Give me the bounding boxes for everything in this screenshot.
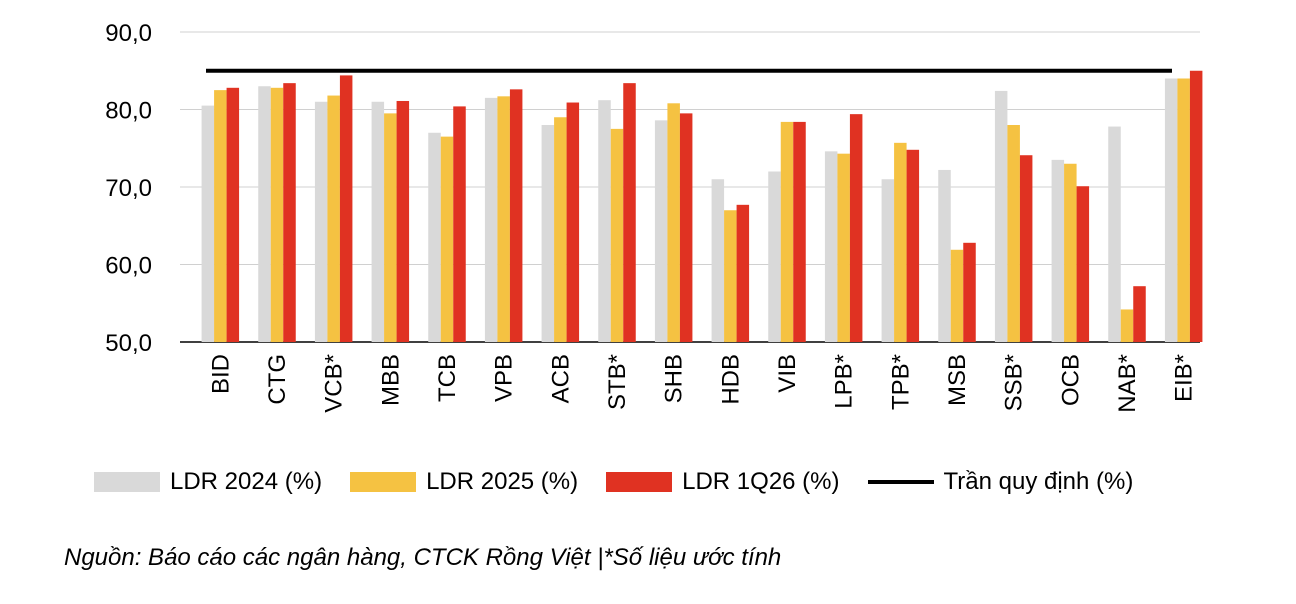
x-tick-label: CTG xyxy=(264,354,291,405)
bar-hdb-0 xyxy=(711,179,725,342)
x-tick-label: VIB xyxy=(774,354,801,393)
bar-msb-1 xyxy=(950,249,964,342)
bar-lpb-0 xyxy=(824,151,838,342)
bar-ctg-2 xyxy=(283,83,296,343)
ldr-bar-chart: 50,0 60,0 70,0 80,0 90,0 BID CTG VCB* MBB TCB VPB… xyxy=(105,20,1203,413)
bar-tcb-2 xyxy=(453,106,466,343)
legend-item-ldr-2025: LDR 2025 (%) xyxy=(350,468,578,496)
legend-swatch-cap-line xyxy=(867,480,934,484)
x-tick-label: NAB* xyxy=(1114,354,1141,413)
y-tick-label: 90,0 xyxy=(105,20,152,47)
y-tick-label: 80,0 xyxy=(105,98,152,125)
bar-tpb-1 xyxy=(894,142,907,342)
legend-label-cap: Trần quy định (%) xyxy=(943,468,1134,495)
bar-bid-2 xyxy=(226,87,240,342)
bar-vcb-2 xyxy=(339,75,353,343)
bar-stb-1 xyxy=(610,128,624,342)
bar-nab-1 xyxy=(1120,309,1134,342)
x-tick-label: ACB xyxy=(547,354,574,403)
bar-ssb-2 xyxy=(1019,155,1033,342)
bar-vpb-2 xyxy=(509,89,523,342)
bar-shb-0 xyxy=(654,120,668,342)
bar-eib-2 xyxy=(1189,70,1203,342)
bar-tpb-0 xyxy=(881,179,895,342)
bar-hdb-2 xyxy=(736,204,750,342)
bar-ssb-1 xyxy=(1007,125,1020,342)
y-tick-label: 60,0 xyxy=(105,253,152,280)
x-tick-label: STB* xyxy=(604,354,631,410)
bar-eib-0 xyxy=(1164,78,1178,342)
x-tick-label: EIB* xyxy=(1171,354,1198,402)
bar-msb-0 xyxy=(938,169,951,342)
bar-vib-0 xyxy=(768,171,781,342)
bar-bid-1 xyxy=(214,90,227,342)
bar-msb-2 xyxy=(963,242,976,342)
bar-tpb-2 xyxy=(906,149,920,342)
legend-item-ldr-1q26: LDR 1Q26 (%) xyxy=(606,468,840,496)
bar-ctg-1 xyxy=(270,87,284,342)
bar-series xyxy=(201,70,1203,343)
x-tick-label: MBB xyxy=(377,354,404,406)
bar-vib-1 xyxy=(780,121,794,343)
x-tick-label: MSB xyxy=(944,354,971,406)
x-tick-label: TPB* xyxy=(887,354,914,410)
bar-acb-1 xyxy=(554,117,567,342)
legend-item-ldr-2024: LDR 2024 (%) xyxy=(94,468,322,496)
x-tick-label: VPB xyxy=(491,354,518,402)
y-tick-label: 70,0 xyxy=(105,175,152,202)
x-tick-label: SHB xyxy=(661,354,688,403)
bar-acb-2 xyxy=(566,102,580,343)
legend-item-cap: Trần quy định (%) xyxy=(867,468,1134,496)
legend: LDR 2024 (%) LDR 2025 (%) LDR 1Q26 (%) T… xyxy=(94,468,1161,496)
x-tick-label: LPB* xyxy=(831,354,858,409)
legend-label-ldr-1q26: LDR 1Q26 (%) xyxy=(682,468,840,495)
bar-ocb-0 xyxy=(1051,159,1065,342)
bar-vib-2 xyxy=(793,121,806,343)
bar-tcb-0 xyxy=(428,132,441,342)
bar-mbb-0 xyxy=(371,101,385,342)
bar-eib-1 xyxy=(1177,78,1190,342)
y-axis-ticks: 50,0 60,0 70,0 80,0 90,0 xyxy=(105,20,152,357)
y-tick-label: 50,0 xyxy=(105,330,152,357)
bar-nab-2 xyxy=(1133,286,1146,342)
bar-ctg-0 xyxy=(258,86,271,342)
bar-stb-2 xyxy=(623,83,636,343)
bar-shb-2 xyxy=(679,113,693,342)
x-tick-label: HDB xyxy=(717,354,744,405)
x-tick-label: OCB xyxy=(1057,354,1084,406)
bar-ssb-0 xyxy=(994,90,1008,343)
x-axis-labels: BID CTG VCB* MBB TCB VPB ACB STB* SHB HDB VIB LPB* T… xyxy=(207,354,1197,413)
source-note: Nguồn: Báo cáo các ngân hàng, CTCK Rồng … xyxy=(64,544,782,571)
x-tick-label: BID xyxy=(207,354,234,394)
bar-tcb-1 xyxy=(440,136,454,342)
legend-label-ldr-2024: LDR 2024 (%) xyxy=(170,468,323,495)
x-tick-label: VCB* xyxy=(321,354,348,413)
legend-label-ldr-2025: LDR 2025 (%) xyxy=(426,468,579,495)
bar-vpb-1 xyxy=(497,96,510,342)
bar-stb-0 xyxy=(598,100,611,342)
bar-shb-1 xyxy=(667,103,680,342)
bar-acb-0 xyxy=(541,125,555,342)
bar-mbb-2 xyxy=(396,100,410,342)
bar-hdb-1 xyxy=(724,210,737,342)
bar-lpb-2 xyxy=(849,114,863,343)
bar-ocb-2 xyxy=(1076,186,1090,342)
x-tick-label: TCB xyxy=(434,354,461,402)
x-tick-label: SSB* xyxy=(1001,354,1028,411)
bar-vpb-0 xyxy=(484,97,498,342)
bar-ocb-1 xyxy=(1064,163,1077,342)
bar-bid-0 xyxy=(201,105,215,342)
legend-swatch-ldr-1q26 xyxy=(606,472,673,492)
legend-swatch-ldr-2024 xyxy=(94,472,160,492)
bar-lpb-1 xyxy=(837,153,850,342)
bar-vcb-1 xyxy=(327,95,340,342)
bar-mbb-1 xyxy=(384,113,397,342)
bar-vcb-0 xyxy=(314,101,328,342)
legend-swatch-ldr-2025 xyxy=(350,472,417,492)
bar-nab-0 xyxy=(1108,126,1121,342)
